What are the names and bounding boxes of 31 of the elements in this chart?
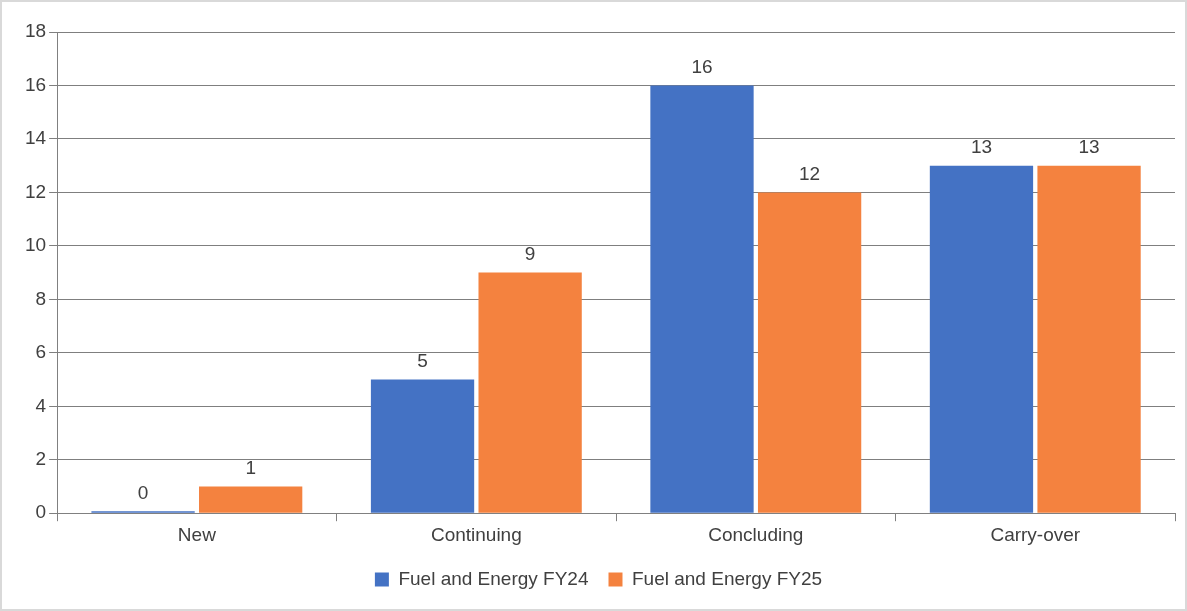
data-label: 5 (417, 350, 428, 372)
y-tick-label: 10 (24, 234, 47, 256)
data-label: 16 (691, 56, 713, 78)
x-tick-label: Carry-over (990, 523, 1081, 545)
data-label: 9 (524, 243, 536, 265)
bar (650, 85, 754, 513)
data-label: 12 (799, 163, 821, 185)
x-tick-label: Concluding (708, 523, 804, 545)
y-tick-label: 16 (24, 73, 47, 95)
data-label: 13 (970, 136, 993, 158)
bar (1037, 165, 1141, 513)
data-label: 13 (1078, 136, 1100, 158)
y-tick-label: 0 (35, 501, 47, 523)
bar (478, 272, 582, 513)
bar (757, 192, 862, 513)
y-tick-label: 4 (35, 394, 47, 416)
data-label: 1 (245, 457, 256, 479)
x-tick-label: New (177, 523, 217, 545)
x-tick-label: Continuing (430, 523, 522, 545)
y-tick-label: 18 (24, 20, 47, 42)
legend-label: Fuel and Energy FY24 (398, 567, 589, 589)
y-tick-label: 2 (35, 447, 47, 469)
bar (929, 165, 1034, 513)
bar (370, 379, 475, 513)
y-tick-label: 6 (35, 341, 47, 363)
data-label: 0 (137, 481, 149, 503)
y-tick-label: 12 (24, 180, 47, 202)
y-tick-label: 8 (35, 287, 47, 309)
legend-label: Fuel and Energy FY25 (632, 567, 823, 589)
bar (199, 486, 303, 513)
y-tick-label: 14 (24, 127, 47, 149)
